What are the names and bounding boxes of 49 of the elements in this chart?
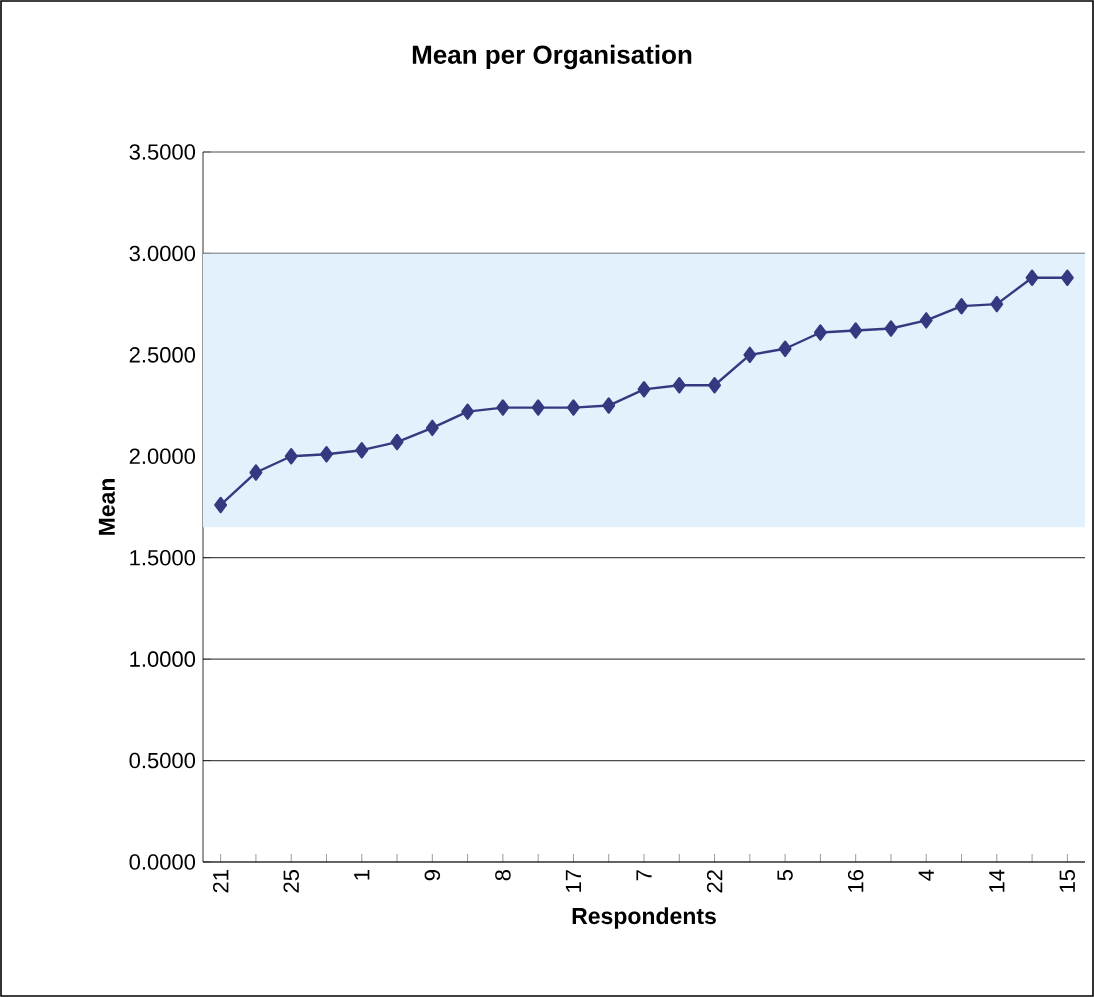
y-tick-label: 2.0000 <box>129 448 196 465</box>
y-tick-label: 3.0000 <box>129 245 196 262</box>
x-tick-label: 4 <box>918 869 934 881</box>
x-tick-label: 8 <box>495 870 511 881</box>
point <box>566 399 580 416</box>
x-tick-label: 14 <box>989 869 1005 892</box>
y-tick-label: 3.5000 <box>129 144 196 160</box>
y-tick-label: 2.5000 <box>129 347 196 363</box>
x-tick-label: 16 <box>847 870 864 892</box>
y-axis-title: Mean <box>98 479 115 535</box>
point <box>672 377 686 394</box>
point <box>214 496 228 514</box>
x-tick-label: 9 <box>424 870 441 881</box>
x-tick-label: 15 <box>1059 870 1076 892</box>
point <box>249 464 263 481</box>
point <box>320 446 333 463</box>
point <box>531 399 545 416</box>
x-axis-title: Respondents <box>572 907 716 929</box>
y-tick-label: 1.5000 <box>130 549 196 566</box>
point <box>884 320 898 337</box>
point <box>990 295 1004 313</box>
point <box>778 340 792 357</box>
x-tick-label: 7 <box>636 870 652 881</box>
point <box>708 377 722 394</box>
point <box>284 448 298 465</box>
y-tick-label: 1.0000 <box>130 651 196 667</box>
point <box>955 297 968 315</box>
y-tick-label: 0.0000 <box>129 854 196 870</box>
x-tick-label: 1 <box>354 870 370 880</box>
point <box>425 419 439 437</box>
x-tick-label: 5 <box>777 869 793 881</box>
point <box>919 312 933 329</box>
point <box>496 399 510 416</box>
point <box>849 322 863 339</box>
point <box>1060 269 1074 286</box>
point <box>743 346 757 364</box>
x-tick-label: 25 <box>283 870 299 893</box>
point <box>461 403 475 420</box>
y-tick-label: 0.5000 <box>129 752 196 769</box>
chart-title: Mean per Organisation <box>412 44 692 70</box>
point <box>602 397 616 414</box>
x-tick-label: 21 <box>212 870 229 893</box>
point <box>1025 269 1039 286</box>
x-tick-label: 17 <box>565 870 582 892</box>
point <box>355 441 369 459</box>
point <box>813 324 827 341</box>
x-tick-label: 22 <box>706 870 723 893</box>
point <box>637 381 651 398</box>
point <box>390 433 404 451</box>
